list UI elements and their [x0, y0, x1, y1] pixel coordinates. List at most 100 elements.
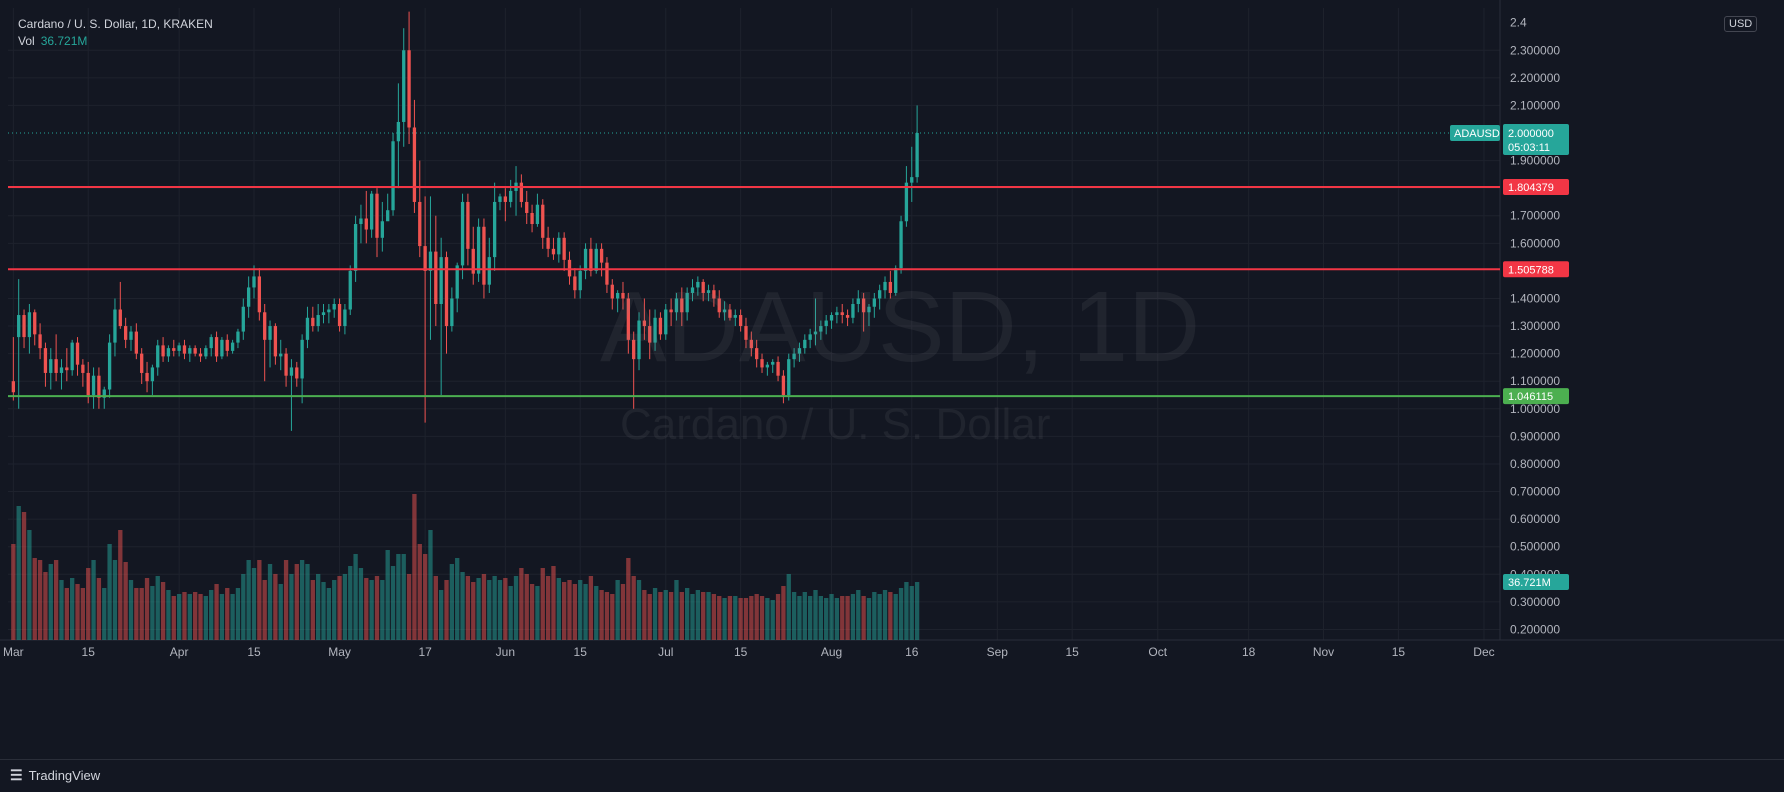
candle-body — [386, 210, 390, 222]
time-tick-label: Mar — [3, 645, 24, 659]
candle-body — [455, 265, 459, 299]
candle-body — [819, 326, 823, 332]
volume-bar — [321, 582, 326, 640]
volume-bar — [278, 584, 283, 640]
candle-body — [792, 353, 796, 360]
volume-bar — [305, 564, 310, 640]
candle-body — [460, 201, 465, 266]
resistance-upper-tag-label: 1.804379 — [1508, 182, 1554, 194]
candle-body — [840, 312, 844, 316]
candle-body — [551, 248, 556, 255]
candle-body — [316, 315, 320, 327]
candle-body — [669, 309, 673, 313]
volume-bar — [743, 598, 749, 640]
time-tick-label: Dec — [1473, 645, 1494, 659]
candle-body — [38, 334, 42, 349]
candle-body — [434, 251, 438, 304]
volume-bar — [545, 576, 551, 640]
time-tick-label: Oct — [1148, 645, 1167, 659]
volume-bar — [471, 582, 476, 640]
volume-bar — [856, 590, 861, 640]
candle-body — [674, 298, 679, 313]
candle-body — [781, 375, 786, 396]
candle-body — [220, 339, 224, 357]
volume-bar — [235, 588, 241, 640]
volume-bar — [476, 578, 481, 640]
price-tick-label: 0.300000 — [1510, 595, 1560, 609]
price-tick-label: 0.900000 — [1510, 429, 1560, 443]
candle-body — [161, 345, 165, 357]
volume-bar — [428, 530, 433, 640]
volume-bar — [888, 592, 893, 640]
candle-body — [690, 287, 695, 293]
price-tick-label: 1.100000 — [1510, 374, 1560, 388]
volume-bar — [283, 560, 289, 640]
tradingview-icon: ☰ — [10, 767, 23, 783]
candle-body — [813, 331, 818, 335]
time-tick-label: 16 — [905, 645, 919, 659]
candle-body — [81, 364, 85, 373]
candle-body — [835, 312, 839, 316]
volume-bar — [369, 580, 374, 640]
volume-bar — [112, 560, 118, 640]
candle-body — [150, 367, 155, 382]
volume-bar — [380, 580, 385, 640]
volume-bar — [786, 574, 791, 640]
volume-bar — [150, 586, 155, 640]
currency-button[interactable]: USD — [1724, 16, 1758, 32]
candle-body — [198, 353, 203, 357]
volume-tag-label: 36.721M — [1508, 577, 1551, 589]
symbol-tag-label: ADAUSD — [1454, 128, 1500, 140]
candle-body — [27, 312, 32, 338]
candle-body — [845, 315, 850, 318]
volume-bar — [396, 554, 401, 640]
volume-bar — [754, 594, 759, 640]
candle-body — [738, 315, 743, 327]
candle-body — [230, 342, 235, 351]
time-tick-label: 18 — [1242, 645, 1256, 659]
volume-bar — [492, 576, 497, 640]
candle-body — [257, 276, 261, 313]
tradingview-logo[interactable]: ☰ TradingView — [10, 767, 100, 784]
candle-body — [722, 309, 727, 313]
volume-bar — [166, 590, 171, 640]
volume-bar — [59, 580, 64, 640]
candle-body — [706, 290, 711, 293]
volume-bar — [11, 544, 16, 640]
candle-body — [102, 389, 106, 398]
price-tick-label: 1.900000 — [1510, 154, 1560, 168]
candle-body — [797, 348, 802, 354]
candle-body — [824, 320, 828, 327]
time-tick-label: 15 — [82, 645, 96, 659]
volume-bar — [449, 564, 455, 640]
price-chart[interactable]: 2.3000002.2000002.1000001.9000001.800000… — [0, 0, 1784, 759]
volume-bar — [620, 584, 626, 640]
candle-body — [599, 248, 604, 263]
volume-bar — [48, 564, 53, 640]
volume-bar — [556, 578, 561, 640]
volume-bar — [209, 590, 214, 640]
volume-bar — [866, 598, 872, 640]
volume-bar — [749, 596, 754, 640]
price-tick-label: 2.4 — [1510, 16, 1527, 30]
candle-body — [33, 312, 37, 335]
price-tick-label: 0.200000 — [1510, 622, 1560, 636]
price-tick-label: 1.600000 — [1510, 236, 1560, 250]
volume-bar — [529, 584, 535, 640]
time-tick-label: Jul — [658, 645, 673, 659]
volume-bar — [310, 580, 315, 640]
candle-body — [476, 226, 481, 274]
candle-body — [182, 345, 187, 354]
volume-bar — [75, 584, 80, 640]
candle-body — [43, 348, 48, 373]
candle-body — [396, 121, 401, 142]
candle-body — [541, 204, 545, 238]
candle-body — [321, 312, 326, 316]
volume-bar — [128, 580, 134, 640]
volume-bar — [27, 530, 32, 640]
volume-bar — [626, 558, 631, 640]
symbol-title[interactable]: Cardano / U. S. Dollar, 1D, KRAKEN — [18, 17, 213, 31]
candle-body — [626, 298, 630, 340]
candle-body — [343, 309, 347, 327]
